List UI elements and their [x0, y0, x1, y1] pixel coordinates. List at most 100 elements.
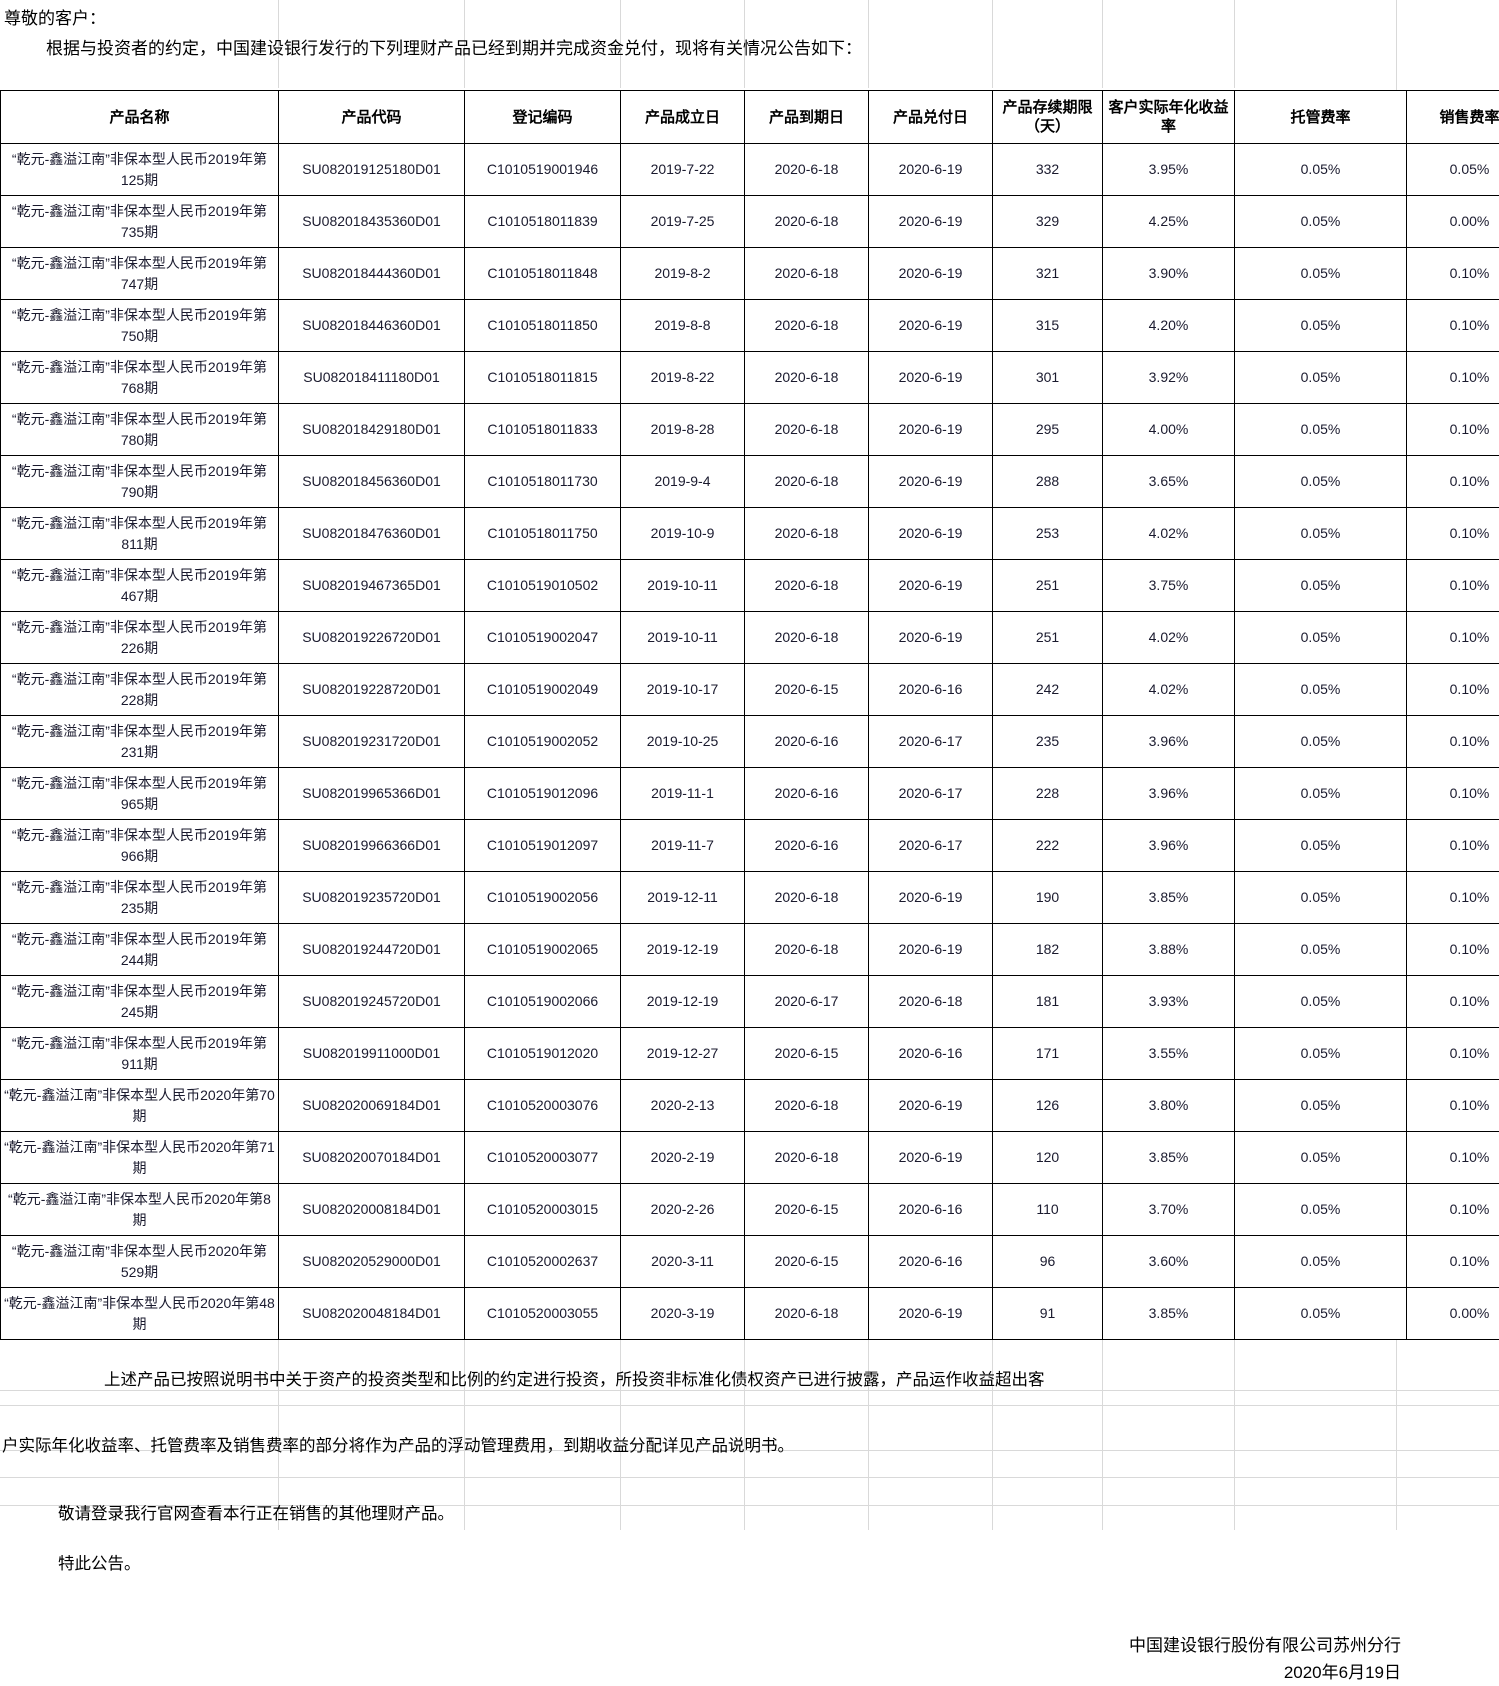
annualized-rate-cell: 3.60% [1103, 1236, 1235, 1288]
registration-code-cell: C1010518011848 [465, 248, 621, 300]
annualized-rate-cell: 4.02% [1103, 664, 1235, 716]
col-header-rate-line2: 率 [1161, 118, 1176, 135]
col-header-custody-fee: 托管费率 [1235, 91, 1407, 144]
registration-code-cell: C1010519002052 [465, 716, 621, 768]
lead-paragraph: 根据与投资者的约定，中国建设银行发行的下列理财产品已经到期并完成资金兑付，现将有… [0, 34, 1499, 64]
maturity-date-cell: 2020-6-18 [745, 612, 869, 664]
sales-fee-cell: 0.10% [1407, 1132, 1499, 1184]
intro-section: 尊敬的客户： 根据与投资者的约定，中国建设银行发行的下列理财产品已经到期并完成资… [0, 0, 1499, 90]
registration-code-cell: C1010519002066 [465, 976, 621, 1028]
annualized-rate-cell: 3.70% [1103, 1184, 1235, 1236]
annualized-rate-cell: 3.93% [1103, 976, 1235, 1028]
establish-date-cell: 2019-10-9 [621, 508, 745, 560]
product-name-cell: “乾元-鑫溢江南”非保本型人民币2019年第228期 [1, 664, 279, 716]
payment-date-cell: 2020-6-18 [869, 976, 993, 1028]
establish-date-cell: 2019-12-27 [621, 1028, 745, 1080]
sales-fee-cell: 0.10% [1407, 664, 1499, 716]
maturity-date-cell: 2020-6-18 [745, 456, 869, 508]
payment-date-cell: 2020-6-19 [869, 456, 993, 508]
sales-fee-cell: 0.10% [1407, 716, 1499, 768]
sales-fee-cell: 0.00% [1407, 1288, 1499, 1340]
annualized-rate-cell: 3.90% [1103, 248, 1235, 300]
product-code-cell: SU082019226720D01 [279, 612, 465, 664]
sales-fee-cell: 0.10% [1407, 560, 1499, 612]
custody-fee-cell: 0.05% [1235, 924, 1407, 976]
sales-fee-cell: 0.05% [1407, 144, 1499, 196]
custody-fee-cell: 0.05% [1235, 196, 1407, 248]
product-name-cell: “乾元-鑫溢江南”非保本型人民币2019年第735期 [1, 196, 279, 248]
payment-date-cell: 2020-6-19 [869, 560, 993, 612]
product-code-cell: SU082019911000D01 [279, 1028, 465, 1080]
maturity-date-cell: 2020-6-18 [745, 1080, 869, 1132]
annualized-rate-cell: 3.85% [1103, 1132, 1235, 1184]
col-header-registration-code: 登记编码 [465, 91, 621, 144]
payment-date-cell: 2020-6-19 [869, 1288, 993, 1340]
custody-fee-cell: 0.05% [1235, 820, 1407, 872]
establish-date-cell: 2019-11-7 [621, 820, 745, 872]
custody-fee-cell: 0.05% [1235, 1288, 1407, 1340]
payment-date-cell: 2020-6-19 [869, 508, 993, 560]
annualized-rate-cell: 3.55% [1103, 1028, 1235, 1080]
duration-days-cell: 222 [993, 820, 1103, 872]
product-name-cell: “乾元-鑫溢江南”非保本型人民币2019年第750期 [1, 300, 279, 352]
establish-date-cell: 2019-7-22 [621, 144, 745, 196]
footer-paragraph-2: 户实际年化收益率、托管费率及销售费率的部分将作为产品的浮动管理费用，到期收益分配… [0, 1392, 1499, 1458]
product-name-cell: “乾元-鑫溢江南”非保本型人民币2019年第780期 [1, 404, 279, 456]
custody-fee-cell: 0.05% [1235, 1132, 1407, 1184]
sales-fee-cell: 0.10% [1407, 248, 1499, 300]
duration-days-cell: 295 [993, 404, 1103, 456]
product-name-cell: “乾元-鑫溢江南”非保本型人民币2019年第768期 [1, 352, 279, 404]
payment-date-cell: 2020-6-16 [869, 1184, 993, 1236]
sales-fee-cell: 0.10% [1407, 612, 1499, 664]
maturity-date-cell: 2020-6-17 [745, 976, 869, 1028]
establish-date-cell: 2019-8-28 [621, 404, 745, 456]
duration-days-cell: 126 [993, 1080, 1103, 1132]
annualized-rate-cell: 4.02% [1103, 508, 1235, 560]
maturity-date-cell: 2020-6-18 [745, 508, 869, 560]
annualized-rate-cell: 3.96% [1103, 716, 1235, 768]
payment-date-cell: 2020-6-19 [869, 1132, 993, 1184]
registration-code-cell: C1010519012020 [465, 1028, 621, 1080]
establish-date-cell: 2019-8-8 [621, 300, 745, 352]
registration-code-cell: C1010518011839 [465, 196, 621, 248]
annualized-rate-cell: 3.88% [1103, 924, 1235, 976]
sales-fee-cell: 0.10% [1407, 1184, 1499, 1236]
payment-date-cell: 2020-6-19 [869, 144, 993, 196]
col-header-product-code: 产品代码 [279, 91, 465, 144]
duration-days-cell: 228 [993, 768, 1103, 820]
registration-code-cell: C1010519002047 [465, 612, 621, 664]
product-name-cell: “乾元-鑫溢江南”非保本型人民币2019年第235期 [1, 872, 279, 924]
product-code-cell: SU082019966366D01 [279, 820, 465, 872]
col-header-duration-line2: （天） [1025, 118, 1070, 135]
custody-fee-cell: 0.05% [1235, 352, 1407, 404]
establish-date-cell: 2019-9-4 [621, 456, 745, 508]
registration-code-cell: C1010519002056 [465, 872, 621, 924]
sales-fee-cell: 0.10% [1407, 352, 1499, 404]
custody-fee-cell: 0.05% [1235, 560, 1407, 612]
col-header-sales-fee: 销售费率 [1407, 91, 1499, 144]
duration-days-cell: 288 [993, 456, 1103, 508]
maturity-date-cell: 2020-6-18 [745, 872, 869, 924]
sales-fee-cell: 0.10% [1407, 872, 1499, 924]
product-code-cell: SU082019235720D01 [279, 872, 465, 924]
registration-code-cell: C1010519010502 [465, 560, 621, 612]
col-header-payment-date: 产品兑付日 [869, 91, 993, 144]
col-header-establish-date: 产品成立日 [621, 91, 745, 144]
establish-date-cell: 2020-2-19 [621, 1132, 745, 1184]
establish-date-cell: 2019-12-19 [621, 924, 745, 976]
duration-days-cell: 329 [993, 196, 1103, 248]
sales-fee-cell: 0.10% [1407, 404, 1499, 456]
product-code-cell: SU082018411180D01 [279, 352, 465, 404]
duration-days-cell: 171 [993, 1028, 1103, 1080]
establish-date-cell: 2019-10-25 [621, 716, 745, 768]
registration-code-cell: C1010520003015 [465, 1184, 621, 1236]
maturity-date-cell: 2020-6-16 [745, 820, 869, 872]
establish-date-cell: 2019-10-11 [621, 560, 745, 612]
registration-code-cell: C1010519012097 [465, 820, 621, 872]
